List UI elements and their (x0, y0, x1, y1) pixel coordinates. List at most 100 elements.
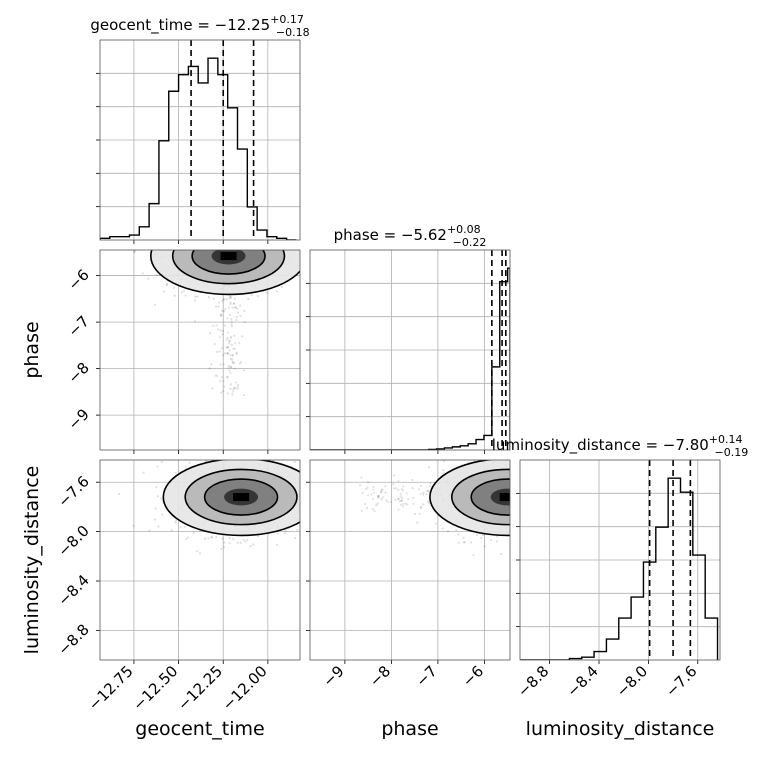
tick-label-x: −9 (319, 662, 347, 690)
sample-point (532, 473, 534, 475)
sample-point (154, 507, 157, 510)
sample-point (217, 305, 220, 308)
sample-point (367, 481, 370, 484)
sample-point (228, 536, 231, 540)
sample-point (263, 247, 265, 249)
sample-point (514, 515, 516, 517)
sample-point (552, 494, 554, 496)
sample-point (236, 541, 240, 544)
sample-point (249, 244, 251, 246)
sample-point (229, 372, 232, 375)
sample-point (276, 226, 278, 228)
sample-point (197, 241, 199, 243)
sample-point (523, 482, 525, 484)
x-axis-label-geocent_time: geocent_time (135, 718, 264, 740)
scatter-points (133, 216, 307, 397)
sample-point (514, 491, 516, 493)
sample-point (545, 499, 547, 501)
sample-point (543, 514, 545, 516)
sample-point (417, 488, 421, 491)
sample-point (585, 519, 587, 521)
sample-point (155, 273, 158, 277)
sample-point (305, 253, 307, 255)
sample-point (524, 493, 526, 495)
sample-point (217, 234, 219, 236)
sample-point (226, 376, 229, 379)
sample-point (230, 237, 232, 239)
sample-point (224, 230, 226, 232)
tick-label-y: −8.8 (54, 620, 92, 658)
sample-point (370, 493, 373, 496)
sample-point (515, 510, 517, 512)
sample-point (226, 352, 229, 355)
sample-point (275, 543, 279, 547)
hist-panel-luminosity_distance: luminosity_distance = −7.80+0.14 −0.19 (492, 433, 748, 664)
sample-point (227, 246, 229, 248)
sample-point (533, 490, 535, 492)
sample-point (526, 513, 528, 515)
sample-point (329, 512, 331, 514)
sample-point (531, 519, 533, 521)
sample-point (555, 503, 557, 505)
sample-point (231, 227, 233, 229)
sample-point (248, 245, 250, 247)
tick-label-x: −12.25 (174, 662, 226, 714)
sample-point (231, 354, 234, 357)
sample-point (275, 227, 277, 229)
sample-point (530, 506, 532, 508)
sample-point (545, 497, 547, 499)
sample-point (517, 497, 519, 499)
sample-point (183, 227, 185, 229)
sample-point (526, 521, 528, 523)
sample-point (518, 478, 520, 480)
sample-point (219, 246, 221, 248)
sample-point (513, 514, 515, 516)
sample-point (214, 305, 218, 308)
sample-point (534, 480, 536, 482)
sample-point (176, 244, 178, 246)
x-axis-label-luminosity_distance: luminosity_distance (526, 718, 715, 740)
sample-point (441, 453, 443, 455)
sample-point (232, 243, 234, 245)
scatter-points (118, 460, 331, 555)
sample-point (416, 521, 419, 524)
sample-point (258, 247, 260, 249)
sample-point (226, 352, 229, 355)
sample-point (559, 497, 561, 499)
sample-point (231, 393, 234, 396)
sample-point (540, 476, 542, 478)
sample-point (293, 216, 295, 218)
sample-point (202, 221, 204, 223)
sample-point (227, 342, 231, 345)
sample-point (524, 484, 526, 486)
sample-point (517, 478, 519, 480)
sample-point (399, 495, 402, 498)
sample-point (560, 494, 562, 496)
sample-point (284, 529, 287, 532)
sample-point (513, 510, 515, 512)
sample-point (172, 286, 175, 289)
sample-point (425, 493, 428, 496)
sample-point (539, 495, 541, 497)
sample-point (231, 358, 234, 361)
sample-point (532, 479, 534, 481)
sample-point (229, 302, 232, 306)
sample-point (536, 485, 538, 487)
sample-point (231, 245, 233, 247)
sample-point (529, 477, 531, 479)
sample-point (223, 244, 225, 246)
sample-point (534, 483, 536, 485)
sample-point (258, 234, 260, 236)
sample-point (237, 383, 240, 386)
sample-point (259, 241, 261, 243)
sample-point (223, 352, 226, 355)
sample-point (179, 526, 182, 529)
sample-point (220, 314, 223, 317)
sample-point (552, 514, 554, 516)
sample-point (546, 487, 548, 489)
sample-point (563, 495, 565, 497)
sample-point (528, 517, 530, 519)
sample-point (550, 507, 552, 509)
sample-point (527, 485, 529, 487)
sample-point (231, 232, 233, 234)
